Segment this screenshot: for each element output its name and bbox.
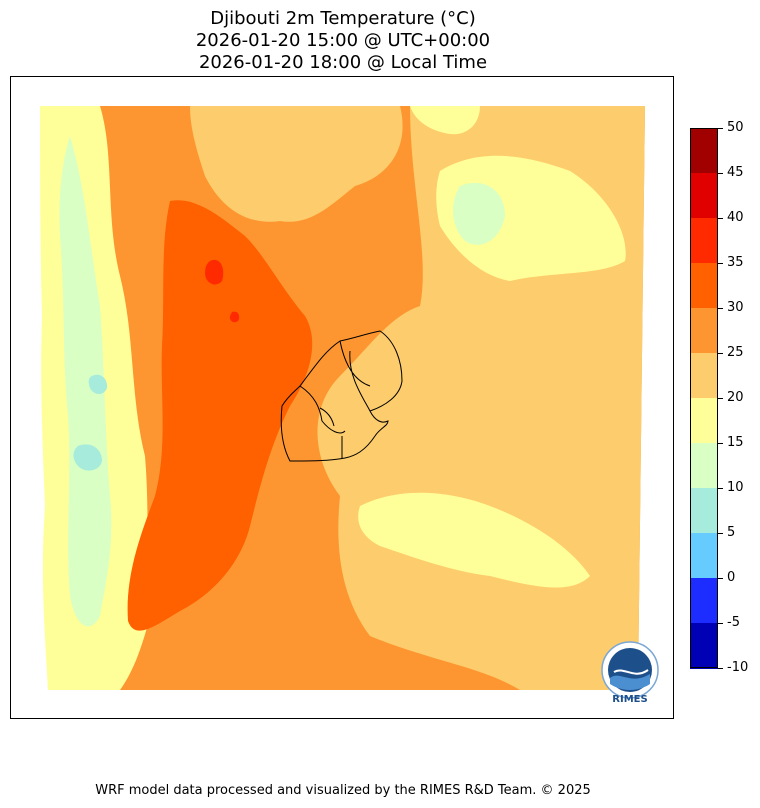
colorbar-tick	[718, 623, 723, 624]
rimes-logo-text: RIMES	[612, 694, 648, 705]
colorbar-tick	[718, 533, 723, 534]
colorbar-tick-label: 20	[727, 390, 744, 405]
colorbar-tick-label: 50	[727, 120, 744, 135]
colorbar-tick	[718, 173, 723, 174]
colorbar-segment	[690, 398, 718, 444]
title-local-time: 2026-01-20 18:00 @ Local Time	[198, 52, 488, 73]
field-35-40-spot-a	[205, 259, 224, 285]
colorbar-tick-label: -10	[727, 660, 749, 675]
field-10-15-west	[59, 136, 112, 627]
field-10-15-northeast	[453, 182, 505, 245]
map-title: Djibouti 2m Temperature (°C) 2026-01-20 …	[0, 8, 686, 74]
colorbar-tick-label: 5	[727, 525, 736, 540]
field-20-25-north	[190, 106, 403, 222]
colorbar-tick	[718, 398, 723, 399]
colorbar-tick-label: 35	[727, 255, 744, 270]
colorbar-tick	[718, 128, 723, 129]
field-35-40-spot-b	[229, 311, 240, 323]
colorbar-tick	[718, 488, 723, 489]
colorbar-border	[690, 128, 718, 668]
colorbar-segment	[690, 488, 718, 534]
colorbar-tick	[718, 218, 723, 219]
title-variable: Djibouti 2m Temperature (°C)	[210, 8, 476, 29]
colorbar-segment	[690, 173, 718, 219]
colorbar-tick	[718, 668, 723, 669]
colorbar-tick-label: 45	[727, 165, 744, 180]
colorbar-tick-label: 0	[727, 570, 736, 585]
field-15-20-north	[410, 106, 480, 135]
colorbar-fill	[690, 128, 718, 669]
colorbar-segment	[690, 308, 718, 354]
region-boundaries	[299, 340, 371, 458]
colorbar-tick	[718, 353, 723, 354]
colorbar-segment	[690, 623, 718, 669]
colorbar-tick-label: 40	[727, 210, 744, 225]
temperature-map	[40, 106, 645, 690]
colorbar-tick	[718, 308, 723, 309]
field-15-20-east-b	[358, 492, 590, 588]
rimes-logo	[601, 641, 659, 699]
colorbar-tick	[718, 443, 723, 444]
colorbar-segment	[690, 443, 718, 489]
colorbar-tick	[718, 578, 723, 579]
colorbar-segment	[690, 578, 718, 624]
colorbar-segment	[690, 353, 718, 399]
field-5-10-west-b	[88, 374, 108, 394]
colorbar-tick-label: 25	[727, 345, 744, 360]
djibouti-border	[280, 330, 403, 462]
field-30-35-rift	[127, 200, 313, 631]
colorbar-segment	[690, 128, 718, 174]
colorbar-tick-label: -5	[727, 615, 740, 630]
colorbar-tick-label: 15	[727, 435, 744, 450]
field-5-10-west-a	[73, 444, 102, 471]
colorbar-tick-label: 30	[727, 300, 744, 315]
footer-credit: WRF model data processed and visualized …	[95, 783, 591, 798]
colorbar-segment	[690, 533, 718, 579]
colorbar-segment	[690, 218, 718, 264]
colorbar-segment	[690, 263, 718, 309]
colorbar-tick-label: 10	[727, 480, 744, 495]
title-utc-time: 2026-01-20 15:00 @ UTC+00:00	[195, 30, 491, 51]
colorbar-tick	[718, 263, 723, 264]
